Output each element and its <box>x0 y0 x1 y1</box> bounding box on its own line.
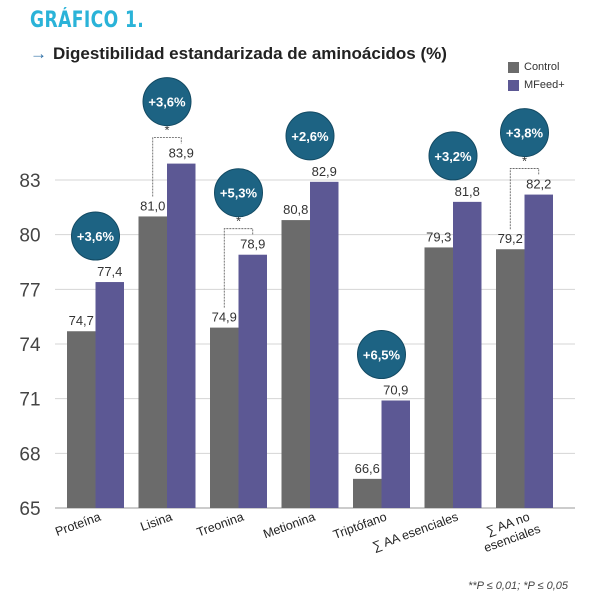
improvement-badge <box>142 77 192 127</box>
y-tick-label: 65 <box>19 499 40 520</box>
bar-mfeed <box>453 201 482 508</box>
improvement-badge <box>357 329 406 379</box>
legend-item-control: Control <box>508 58 565 76</box>
significance-bracket <box>223 228 254 308</box>
y-tick-label: 71 <box>19 390 40 411</box>
significance-marker: * <box>164 123 169 138</box>
significance-marker: * <box>522 154 527 169</box>
bar-mfeed <box>238 254 267 508</box>
bar-mfeed <box>381 400 410 508</box>
data-label: 82,2 <box>526 177 551 192</box>
data-label: 82,9 <box>312 164 337 179</box>
improvement-label: +3,2% <box>434 149 472 164</box>
y-tick-label: 68 <box>19 444 40 465</box>
bar-control <box>67 331 96 508</box>
significance-marker: * <box>236 214 241 229</box>
improvement-badge <box>285 111 335 161</box>
arrow-right-icon: → <box>30 44 47 63</box>
bar-mfeed <box>95 282 124 508</box>
bar-mfeed <box>310 181 339 509</box>
x-tick-label: Treonina <box>195 510 246 540</box>
legend-item-mfeed: MFeed+ <box>508 76 565 94</box>
improvement-label: +3,6% <box>148 95 186 110</box>
bar-mfeed <box>167 163 196 508</box>
x-tick-label: Metionina <box>261 510 317 542</box>
bar-mfeed <box>524 194 553 509</box>
data-label: 80,8 <box>283 202 308 217</box>
data-label: 81,0 <box>140 198 165 213</box>
bar-control <box>138 216 167 508</box>
data-label: 78,9 <box>240 237 265 252</box>
y-tick-label: 77 <box>19 280 40 301</box>
chart-subtitle: → Digestibilidad estandarizada de aminoác… <box>30 44 447 64</box>
x-tick-label: Lisina <box>139 510 175 534</box>
improvement-label: +2,6% <box>291 129 329 144</box>
improvement-badge <box>428 131 478 181</box>
bar-control <box>424 247 453 508</box>
data-label: 74,9 <box>212 310 237 325</box>
improvement-label: +5,3% <box>220 186 258 201</box>
x-tick-label: Proteína <box>53 510 102 539</box>
bar-control <box>210 327 239 508</box>
x-tick-label: ∑ AA noesenciales <box>477 508 542 555</box>
legend-swatch-control <box>508 61 519 73</box>
improvement-label: +3,6% <box>77 229 115 244</box>
chart-legend: Control MFeed+ <box>508 58 565 94</box>
y-tick-label: 80 <box>19 226 40 247</box>
data-label: 79,2 <box>498 231 523 246</box>
improvement-label: +3,8% <box>506 126 544 141</box>
improvement-label: +6,5% <box>363 347 401 362</box>
legend-label-control: Control <box>524 61 560 73</box>
improvement-badge <box>71 211 120 261</box>
data-label: 66,6 <box>355 461 380 476</box>
bar-control <box>353 478 382 508</box>
improvement-badge <box>214 168 263 218</box>
legend-swatch-mfeed <box>508 79 519 91</box>
data-label: 77,4 <box>97 264 122 279</box>
significance-bracket <box>152 137 182 197</box>
legend-label-mfeed: MFeed+ <box>524 79 565 91</box>
data-label: 74,7 <box>69 313 94 328</box>
improvement-badge <box>500 108 549 158</box>
data-label: 79,3 <box>426 229 451 244</box>
significance-footnote: **P ≤ 0,01; *P ≤ 0,05 <box>468 580 568 592</box>
data-label: 70,9 <box>383 382 408 397</box>
subtitle-text: Digestibilidad estandarizada de aminoáci… <box>53 44 447 63</box>
figure-title: GRÁFICO 1. <box>30 8 145 33</box>
y-tick-label: 74 <box>19 335 41 356</box>
bar-control <box>496 249 525 508</box>
data-label: 81,8 <box>455 184 480 199</box>
significance-bracket <box>509 168 540 230</box>
y-tick-label: 83 <box>19 171 40 192</box>
bar-control <box>281 220 310 509</box>
data-label: 83,9 <box>169 146 194 161</box>
